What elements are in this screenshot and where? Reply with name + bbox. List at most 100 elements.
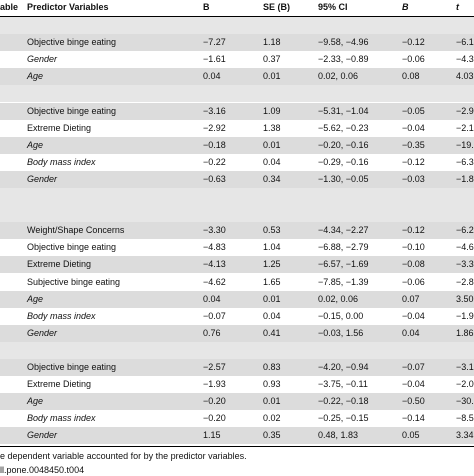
ci-cell: −0.03, 1.56	[318, 327, 364, 338]
table-row: Objective binge eating −2.57 0.83 −4.20, −0…	[0, 359, 474, 376]
table-row: Gender −0.63 0.34 −1.30, −0.05 −0.03 −1.8	[0, 170, 474, 188]
beta-cell: −0.14	[402, 413, 425, 424]
ci-cell: 0.02, 0.06	[318, 71, 359, 82]
beta-cell: −0.12	[402, 225, 425, 236]
predictor-cell: Objective binge eating	[27, 362, 117, 372]
footnote-text: e dependent variable accounted for by th…	[0, 450, 247, 461]
predictor-cell: Extreme Dieting	[27, 122, 92, 133]
t-cell: −4.6	[456, 242, 474, 253]
header-beta-col: B	[402, 2, 409, 12]
b-cell: −0.22	[203, 156, 226, 167]
table-row: Extreme Dieting −4.13 1.25 −6.57, −1.69 −0.0…	[0, 256, 474, 274]
b-cell: −2.57	[203, 362, 226, 372]
b-cell: −7.27	[203, 37, 226, 48]
t-cell: 3.50	[456, 293, 474, 304]
beta-cell: 0.07	[402, 293, 420, 304]
table-row: Body mass index −0.22 0.04 −0.29, −0.16 −0.1…	[0, 154, 474, 171]
beta-cell: −0.12	[402, 156, 425, 167]
predictor-cell: Age	[27, 139, 44, 150]
ci-cell: −0.29, −0.16	[318, 156, 369, 167]
predictor-cell: Gender	[27, 54, 58, 65]
ci-cell: −4.20, −0.94	[318, 362, 369, 372]
predictor-cell: Weight/Shape Concerns	[27, 225, 125, 236]
predictor-cell: Age	[27, 293, 44, 304]
header-se-col: SE (B)	[263, 2, 290, 12]
predictor-cell: Age	[27, 396, 44, 407]
ci-cell: −2.33, −0.89	[318, 54, 369, 65]
t-cell: −6.1	[456, 37, 474, 48]
se-cell: 0.01	[263, 71, 281, 82]
t-cell: −3.3	[456, 259, 474, 270]
ci-cell: −0.20, −0.16	[318, 139, 369, 150]
predictor-cell: Body mass index	[27, 156, 96, 167]
predictor-cell: Gender	[27, 430, 58, 441]
header-predictor-col: Predictor Variables	[27, 2, 109, 12]
se-cell: 0.35	[263, 430, 281, 441]
header-t-col: t	[456, 2, 459, 12]
table-header: able Predictor Variables B SE (B) 95% CI…	[0, 0, 474, 17]
t-cell: −1.8	[456, 173, 474, 184]
predictor-cell: Objective binge eating	[27, 105, 117, 116]
beta-cell: −0.06	[402, 54, 425, 65]
table-row: Age 0.04 0.01 0.02, 0.06 0.08 4.03	[0, 68, 474, 86]
se-cell: 0.37	[263, 54, 281, 65]
table-row: Age −0.18 0.01 −0.20, −0.16 −0.35 −19.8	[0, 136, 474, 154]
ci-cell: −0.22, −0.18	[318, 396, 369, 407]
t-cell: −2.0	[456, 379, 474, 390]
se-cell: 1.18	[263, 37, 281, 48]
predictor-cell: Body mass index	[27, 310, 96, 321]
table-row: Age −0.20 0.01 −0.22, −0.18 −0.50 −30.1	[0, 393, 474, 411]
t-cell: −30.1	[456, 396, 474, 407]
t-cell: −2.1	[456, 122, 474, 133]
table-row: Objective binge eating −3.16 1.09 −5.31, −1…	[0, 102, 474, 120]
t-cell: −19.8	[456, 139, 474, 150]
table-bottom-rule	[0, 445, 474, 447]
b-cell: −2.92	[203, 122, 226, 133]
t-cell: −8.5	[456, 413, 474, 424]
ci-cell: −6.88, −2.79	[318, 242, 369, 253]
beta-cell: −0.04	[402, 310, 425, 321]
predictor-cell: Extreme Dieting	[27, 259, 92, 270]
b-cell: 0.04	[203, 71, 221, 82]
beta-cell: −0.06	[402, 276, 425, 287]
se-cell: 0.93	[263, 379, 281, 390]
b-cell: 0.76	[203, 327, 221, 338]
beta-cell: −0.50	[402, 396, 425, 407]
footnote-doi: ll.pone.0048450.t004	[0, 464, 85, 475]
section-separator-row	[0, 188, 474, 205]
table-row: Gender −1.61 0.37 −2.33, −0.89 −0.06 −4.3	[0, 51, 474, 68]
b-cell: −1.93	[203, 379, 226, 390]
predictor-cell: Gender	[27, 173, 58, 184]
se-cell: 1.09	[263, 105, 281, 116]
table-row: Extreme Dieting −1.93 0.93 −3.75, −0.11 −0.0…	[0, 376, 474, 393]
beta-cell: −0.04	[402, 379, 425, 390]
ci-cell: −4.34, −2.27	[318, 225, 369, 236]
ci-cell: 0.48, 1.83	[318, 430, 359, 441]
beta-cell: −0.10	[402, 242, 425, 253]
table-row: Extreme Dieting −2.92 1.38 −5.62, −0.23 −0.0…	[0, 120, 474, 137]
ci-cell: −1.30, −0.05	[318, 173, 369, 184]
table-row: Subjective binge eating −4.62 1.65 −7.85, −…	[0, 274, 474, 291]
b-cell: −4.13	[203, 259, 226, 270]
b-cell: −0.07	[203, 310, 226, 321]
t-cell: −6.3	[456, 156, 474, 167]
se-cell: 1.65	[263, 276, 281, 287]
beta-cell: 0.08	[402, 71, 420, 82]
predictor-cell: Gender	[27, 327, 58, 338]
table-row: Body mass index −0.20 0.02 −0.25, −0.15 −0.1…	[0, 410, 474, 427]
section-separator-row	[0, 205, 474, 223]
beta-cell: −0.03	[402, 173, 425, 184]
section-separator-row	[0, 85, 474, 103]
t-cell: −2.9	[456, 105, 474, 116]
t-cell: −3.1	[456, 362, 474, 372]
ci-cell: −0.25, −0.15	[318, 413, 369, 424]
ci-cell: −5.31, −1.04	[318, 105, 369, 116]
predictor-cell: Objective binge eating	[27, 242, 117, 253]
se-cell: 0.04	[263, 310, 281, 321]
t-cell: 1.86	[456, 327, 474, 338]
b-cell: −0.20	[203, 413, 226, 424]
section-separator-row	[0, 341, 474, 359]
beta-cell: −0.35	[402, 139, 425, 150]
t-cell: −1.9	[456, 310, 474, 321]
